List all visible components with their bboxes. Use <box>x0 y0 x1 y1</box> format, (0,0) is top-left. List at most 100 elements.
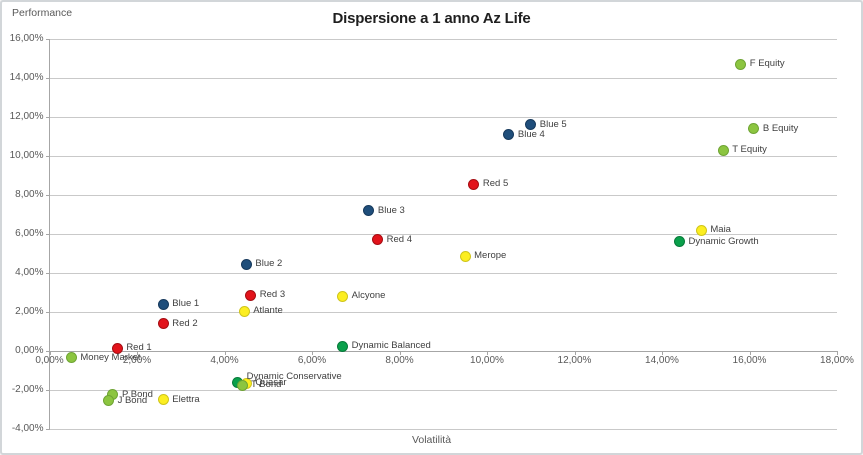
data-point-t-equity[interactable] <box>717 144 729 156</box>
data-point-atlante[interactable] <box>238 305 250 317</box>
data-point-label-j-bond: J Bond <box>117 394 148 406</box>
data-point-money-market[interactable] <box>65 352 77 364</box>
y-tick-mark <box>45 38 50 40</box>
data-point-b-equity[interactable] <box>748 123 760 135</box>
data-point-label-t-bond: T Bond <box>251 379 282 391</box>
x-tick-mark <box>749 351 751 355</box>
y-gridline <box>49 389 837 391</box>
y-tick-label: 4,00% <box>15 267 44 278</box>
x-tick-label: 10,00% <box>470 355 504 366</box>
data-point-label-dynamic-balanced: Dynamic Balanced <box>351 340 431 352</box>
y-tick-label: 10,00% <box>9 150 44 161</box>
y-tick-label: 16,00% <box>9 33 44 44</box>
x-tick-label: 2,00% <box>122 355 152 366</box>
y-tick-label: 0,00% <box>15 345 44 356</box>
x-tick-label: 14,00% <box>645 355 679 366</box>
x-tick-mark <box>49 351 51 355</box>
data-point-red-4[interactable] <box>372 234 384 246</box>
x-tick-mark <box>662 351 663 355</box>
x-tick-mark <box>137 351 138 355</box>
data-point-label-blue-4: Blue 4 <box>517 128 545 140</box>
x-tick-mark <box>837 351 838 355</box>
data-point-label-f-equity: F Equity <box>749 58 785 70</box>
x-tick-mark <box>399 351 401 355</box>
data-point-label-red-5: Red 5 <box>482 178 509 190</box>
x-tick-label: 18,00% <box>820 355 854 366</box>
data-point-label-p-bond: P Bond <box>121 388 153 400</box>
y-tick-label: -4,00% <box>11 423 44 434</box>
y-tick-label: 12,00% <box>9 111 44 122</box>
data-point-label-blue-2: Blue 2 <box>255 258 283 270</box>
y-tick-mark <box>45 350 50 352</box>
data-point-dynamic-balanced[interactable] <box>337 340 349 352</box>
data-point-label-red-4: Red 4 <box>386 233 412 245</box>
y-tick-mark <box>45 428 50 430</box>
data-point-blue-4[interactable] <box>503 129 515 141</box>
y-tick-mark <box>45 389 50 391</box>
data-point-red-2[interactable] <box>157 318 169 330</box>
data-point-label-blue-5: Blue 5 <box>539 118 567 130</box>
y-gridline <box>49 428 837 430</box>
data-point-merope[interactable] <box>459 250 471 262</box>
data-point-red-5[interactable] <box>468 178 480 190</box>
y-tick-mark <box>45 311 50 313</box>
data-point-label-red-2: Red 2 <box>172 317 198 329</box>
y-tick-label: 6,00% <box>15 228 44 239</box>
x-tick-mark <box>224 351 226 355</box>
data-point-label-merope: Merope <box>474 250 507 262</box>
x-tick-mark <box>312 351 313 355</box>
data-point-elettra[interactable] <box>157 394 169 406</box>
data-point-blue-5[interactable] <box>525 119 537 131</box>
data-point-f-equity[interactable] <box>735 58 747 70</box>
data-point-dynamic-growth[interactable] <box>674 236 685 248</box>
data-point-label-b-equity: B Equity <box>762 122 799 134</box>
y-tick-mark <box>45 233 50 235</box>
x-tick-label: 12,00% <box>557 355 592 366</box>
data-point-label-elettra: Elettra <box>172 393 200 405</box>
x-tick-label: 4,00% <box>210 355 239 366</box>
y-tick-label: 14,00% <box>9 72 44 83</box>
data-point-label-red-3: Red 3 <box>259 289 286 301</box>
data-point-red-3[interactable] <box>245 289 257 301</box>
data-point-label-red-1: Red 1 <box>126 342 152 354</box>
x-tick-label: 16,00% <box>732 355 767 366</box>
x-tick-label: 0,00% <box>35 355 64 366</box>
y-tick-mark <box>45 155 50 157</box>
data-point-label-dynamic-conservative: Dynamic Conservative <box>246 371 342 383</box>
y-gridline <box>49 116 837 118</box>
y-gridline <box>49 155 837 157</box>
x-tick-mark <box>574 351 576 355</box>
data-point-blue-3[interactable] <box>363 205 375 217</box>
y-tick-mark <box>45 116 50 118</box>
data-point-blue-2[interactable] <box>240 258 252 270</box>
y-gridline <box>49 350 837 352</box>
data-point-alcyone[interactable] <box>337 290 349 302</box>
data-point-label-maia: Maia <box>710 224 731 236</box>
data-point-red-1[interactable] <box>111 342 123 354</box>
data-point-label-blue-1: Blue 1 <box>172 298 200 310</box>
data-point-label-money-market: Money Market <box>80 351 141 363</box>
data-point-label-blue-3: Blue 3 <box>377 204 405 216</box>
y-tick-mark <box>45 194 50 196</box>
data-point-blue-1[interactable] <box>157 298 169 310</box>
x-tick-label: 6,00% <box>297 355 327 366</box>
x-tick-mark <box>487 351 488 355</box>
y-gridline <box>49 194 837 196</box>
y-gridline <box>49 233 837 235</box>
chart-title: Dispersione a 1 anno Az Life <box>332 10 531 27</box>
y-gridline <box>49 272 837 274</box>
data-point-t-bond[interactable] <box>236 379 248 391</box>
data-point-label-alcyone: Alcyone <box>351 290 386 302</box>
data-point-label-dynamic-growth: Dynamic Growth <box>688 235 759 247</box>
y-tick-mark <box>45 77 50 79</box>
y-gridline <box>49 38 837 40</box>
data-point-maia[interactable] <box>695 224 707 236</box>
x-tick-label: 8,00% <box>385 355 414 366</box>
y-axis-line <box>48 39 50 429</box>
data-point-label-atlante: Atlante <box>253 305 283 317</box>
data-point-j-bond[interactable] <box>103 395 115 407</box>
y-axis-title: Performance <box>12 7 73 19</box>
y-tick-label: 2,00% <box>15 306 44 317</box>
